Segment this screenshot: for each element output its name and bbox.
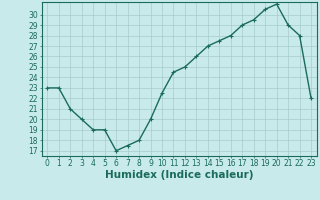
X-axis label: Humidex (Indice chaleur): Humidex (Indice chaleur)	[105, 170, 253, 180]
